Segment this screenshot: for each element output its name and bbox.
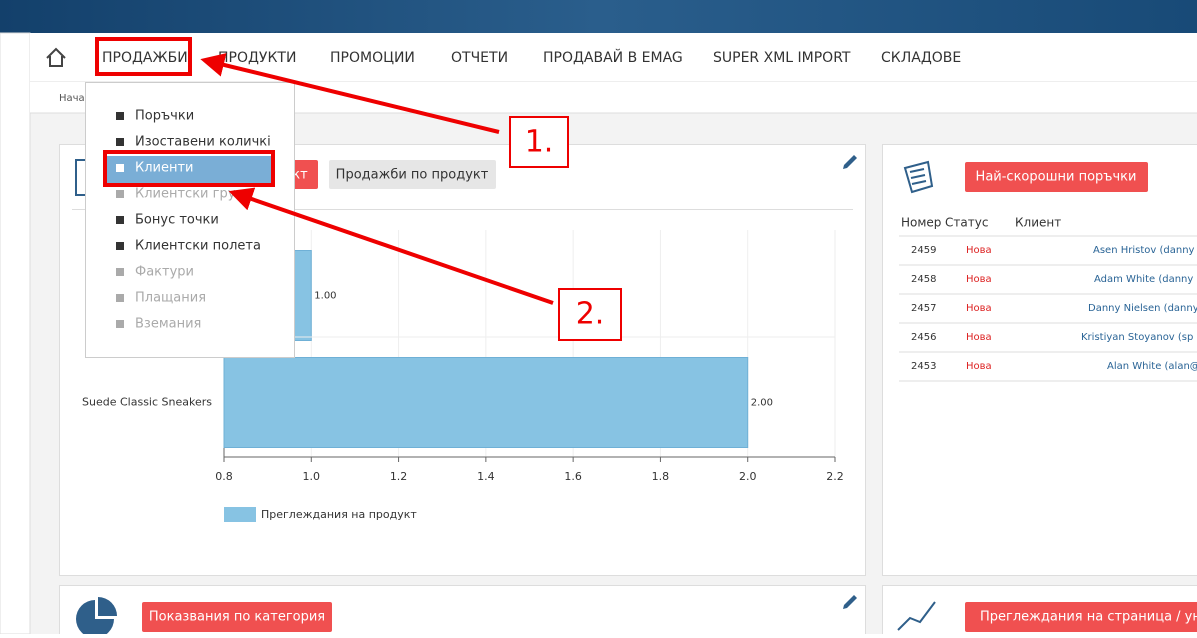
x-tick-label: 1.8 <box>652 470 670 483</box>
nav-item[interactable]: SUPER XML IMPORT <box>713 50 851 66</box>
item-icon <box>116 112 124 120</box>
dropdown-item: Вземания <box>135 317 201 332</box>
nav-item[interactable]: ОТЧЕТИ <box>451 50 508 66</box>
nav-item[interactable]: ПРОМОЦИИ <box>330 50 415 66</box>
bar <box>224 358 748 448</box>
order-status: Нова <box>966 303 992 314</box>
annotation: 2. <box>576 297 605 332</box>
nav-item[interactable]: ПРОДАВАЙ В EMAG <box>543 48 683 66</box>
order-number[interactable]: 2457 <box>911 303 936 314</box>
button-label: Преглеждания на страница / уника <box>980 610 1197 625</box>
order-status: Нова <box>966 274 992 285</box>
x-tick-label: 1.2 <box>390 470 408 483</box>
x-tick-label: 1.0 <box>303 470 321 483</box>
button-label: Показвания по категория <box>149 610 325 625</box>
item-icon <box>116 190 124 198</box>
legend-swatch <box>224 507 256 522</box>
item-icon <box>116 138 124 146</box>
button-label: Продажби по продукт <box>336 168 489 183</box>
order-client[interactable]: Alan White (alan@ <box>1107 361 1197 372</box>
breadcrumb[interactable]: Нача <box>59 93 85 104</box>
item-icon <box>116 164 124 172</box>
sidebar <box>0 33 30 634</box>
order-status: Нова <box>966 361 992 372</box>
order-client[interactable]: Adam White (danny <box>1094 274 1193 285</box>
dropdown-item[interactable]: Поръчки <box>135 109 194 124</box>
button-label: Най-скорошни поръчки <box>976 170 1137 185</box>
x-tick-label: 2.0 <box>739 470 757 483</box>
value-label: 1.00 <box>314 291 336 302</box>
dropdown-item[interactable]: Клиентски полета <box>135 239 261 254</box>
x-tick-label: 0.8 <box>215 470 233 483</box>
order-client[interactable]: Danny Nielsen (danny <box>1088 303 1197 314</box>
dropdown-item[interactable]: Бонус точки <box>135 213 219 228</box>
order-status: Нова <box>966 332 992 343</box>
y-tick-label: Suede Classic Sneakers <box>82 396 212 409</box>
annotation: 1. <box>525 125 554 160</box>
order-number[interactable]: 2456 <box>911 332 936 343</box>
top-bar <box>0 0 1197 33</box>
x-tick-label: 1.6 <box>564 470 582 483</box>
dropdown-item: Клиентски групи <box>135 187 252 202</box>
dropdown-item[interactable]: Клиенти <box>135 161 194 176</box>
dropdown-item: Фактури <box>135 265 194 280</box>
order-number[interactable]: 2459 <box>911 245 936 256</box>
order-number[interactable]: 2453 <box>911 361 936 372</box>
nav-item[interactable]: СКЛАДОВЕ <box>881 50 961 66</box>
order-client[interactable]: Asen Hristov (danny <box>1093 245 1195 256</box>
dropdown-item: Плащания <box>135 291 206 306</box>
item-icon <box>116 242 124 250</box>
orders-panel <box>883 145 1197 576</box>
value-label: 2.00 <box>751 398 773 409</box>
item-icon <box>116 216 124 224</box>
nav-item[interactable]: ПРОДАЖБИ <box>102 50 188 66</box>
x-tick-label: 2.2 <box>826 470 844 483</box>
order-status: Нова <box>966 245 992 256</box>
column-header: Клиент <box>1015 216 1061 230</box>
order-client[interactable]: Kristiyan Stoyanov (sp <box>1081 332 1193 343</box>
order-number[interactable]: 2458 <box>911 274 936 285</box>
column-header: Статус <box>945 216 988 230</box>
column-header: Номер <box>901 216 941 230</box>
item-icon <box>116 294 124 302</box>
x-tick-label: 1.4 <box>477 470 495 483</box>
item-icon <box>116 320 124 328</box>
legend-label: Преглеждания на продукт <box>261 508 417 521</box>
nav-item[interactable]: ПРОДУКТИ <box>218 50 296 66</box>
dropdown-item[interactable]: Изоставени количкi <box>135 135 271 150</box>
item-icon <box>116 268 124 276</box>
